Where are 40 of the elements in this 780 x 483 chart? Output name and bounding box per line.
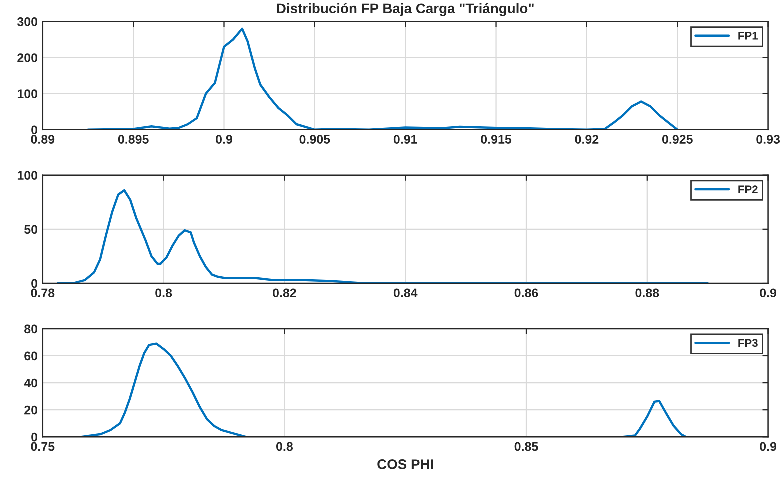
- legend-label: FP3: [738, 339, 758, 348]
- y-tick-label: 0: [32, 126, 38, 135]
- y-tick-label: 0: [32, 279, 38, 288]
- legend-label: FP1: [738, 32, 758, 40]
- y-tick-label: 60: [24, 352, 38, 361]
- x-tick-label: 0.9: [216, 135, 232, 144]
- x-tick-label: 0.925: [662, 135, 693, 144]
- line-series: [80, 342, 688, 438]
- y-tick-label: 100: [18, 171, 38, 180]
- x-tick-label: 0.84: [394, 288, 418, 298]
- y-tick-label: 0: [32, 432, 38, 442]
- x-tick-label: 0.75: [31, 442, 55, 452]
- y-tick-label: 80: [24, 324, 38, 334]
- x-tick-label: 0.9: [760, 442, 777, 452]
- y-tick-label: 100: [18, 90, 38, 98]
- y-tick-label: 50: [24, 225, 38, 234]
- x-tick-label: 0.82: [273, 288, 296, 298]
- x-tick-label: 0.85: [514, 442, 538, 452]
- y-tick-label: 20: [24, 406, 38, 415]
- y-tick-label: 300: [17, 18, 38, 26]
- x-tick-label: 0.91: [394, 135, 418, 144]
- x-tick-label: 0.915: [481, 135, 512, 144]
- y-tick-label: 40: [24, 378, 38, 388]
- x-tick-label: 0.8: [156, 288, 172, 298]
- x-tick-label: 0.88: [636, 288, 660, 298]
- legend-label: FP2: [738, 186, 758, 194]
- x-tick-label: 0.905: [300, 135, 330, 144]
- x-tick-label: 0.9: [760, 288, 777, 298]
- x-tick-label: 0.89: [31, 135, 55, 144]
- x-tick-label: 0.92: [575, 135, 599, 144]
- chart-title: Distribución FP Baja Carga "Triángulo": [277, 3, 534, 16]
- line-series: [56, 189, 709, 284]
- x-axis-title: COS PHI: [378, 460, 434, 470]
- x-tick-label: 0.8: [276, 442, 294, 452]
- line-series: [87, 28, 679, 130]
- y-tick-label: 200: [18, 54, 38, 62]
- x-tick-label: 0.895: [118, 135, 149, 144]
- x-tick-label: 0.93: [756, 135, 780, 144]
- x-tick-label: 0.86: [514, 288, 538, 298]
- x-tick-label: 0.78: [31, 288, 55, 298]
